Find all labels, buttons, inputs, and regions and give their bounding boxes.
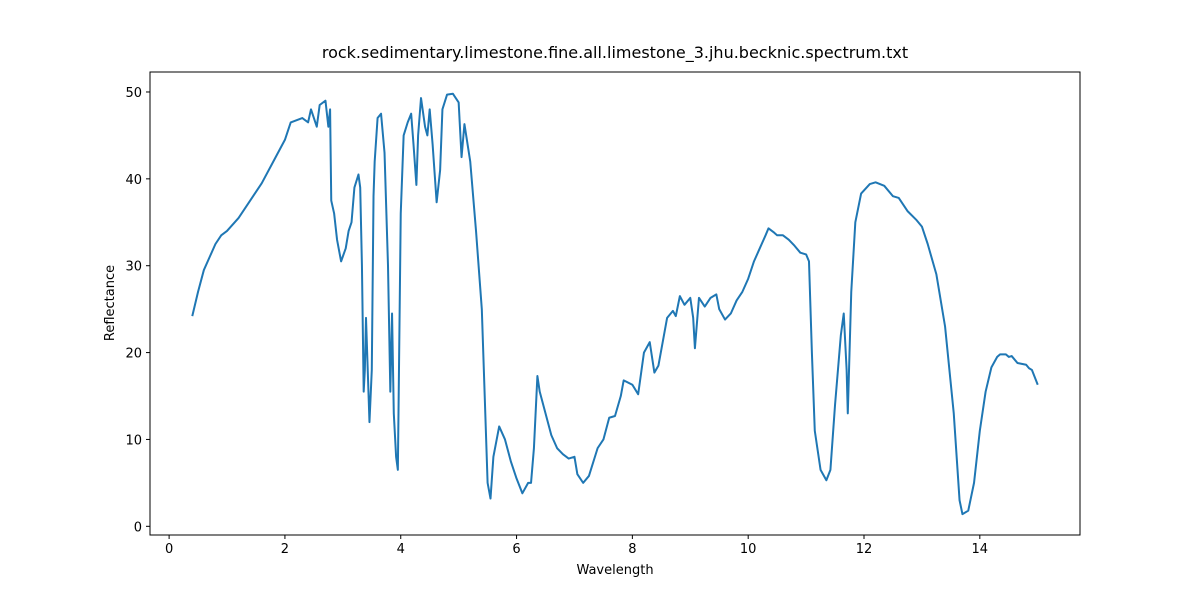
y-tick-label: 50 <box>125 86 142 101</box>
x-tick-label: 2 <box>281 542 289 557</box>
x-tick-label: 14 <box>972 542 989 557</box>
y-tick-label: 20 <box>125 347 142 362</box>
x-tick-label: 6 <box>512 542 520 557</box>
x-tick-label: 0 <box>165 542 173 557</box>
y-tick-label: 0 <box>134 520 142 535</box>
y-tick-label: 40 <box>125 173 142 188</box>
spectrum-line <box>191 92 1039 516</box>
y-tick-label: 10 <box>125 433 142 448</box>
x-tick-label: 4 <box>397 542 405 557</box>
y-tick-label: 30 <box>125 260 142 275</box>
chart-title: rock.sedimentary.limestone.fine.all.lime… <box>322 43 908 63</box>
x-tick-label: 12 <box>856 542 873 557</box>
x-tick-label: 8 <box>628 542 636 557</box>
x-tick-label: 10 <box>740 542 757 557</box>
x-axis-label: Wavelength <box>576 563 653 578</box>
plot-frame <box>149 71 1081 536</box>
y-axis-label: Reflectance <box>103 265 118 341</box>
